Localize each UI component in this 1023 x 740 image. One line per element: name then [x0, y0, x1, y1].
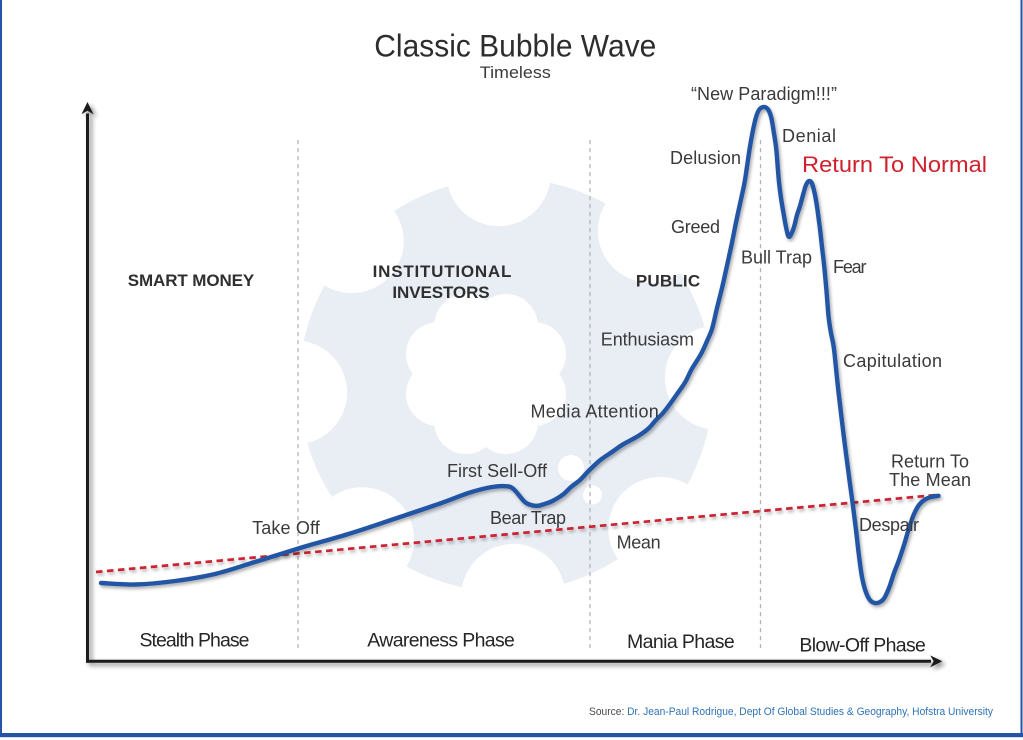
svg-text:First Sell-Off: First Sell-Off — [447, 461, 548, 481]
svg-text:Mean: Mean — [617, 533, 661, 553]
svg-text:Timeless: Timeless — [480, 63, 551, 82]
svg-text:Classic Bubble Wave: Classic Bubble Wave — [374, 28, 656, 64]
svg-text:SMART MONEY: SMART MONEY — [128, 271, 255, 290]
svg-text:Stealth Phase: Stealth Phase — [140, 630, 250, 652]
svg-text:INSTITUTIONAL: INSTITUTIONAL — [373, 262, 512, 281]
svg-text:Blow-Off Phase: Blow-Off Phase — [799, 635, 926, 657]
svg-text:“New Paradigm!!!”: “New Paradigm!!!” — [691, 84, 837, 104]
svg-text:Return To: Return To — [891, 452, 969, 472]
svg-text:Mania Phase: Mania Phase — [627, 631, 735, 653]
svg-text:Media Attention: Media Attention — [531, 402, 659, 422]
svg-text:Enthusiasm: Enthusiasm — [601, 330, 694, 350]
svg-text:Awareness Phase: Awareness Phase — [367, 630, 515, 652]
svg-text:Despair: Despair — [859, 515, 919, 535]
svg-text:Return To Normal: Return To Normal — [802, 152, 987, 177]
svg-text:PUBLIC: PUBLIC — [636, 272, 700, 291]
svg-text:Bull Trap: Bull Trap — [741, 248, 812, 268]
svg-text:Denial: Denial — [782, 126, 836, 146]
svg-text:Delusion: Delusion — [670, 148, 741, 168]
svg-text:Take Off: Take Off — [252, 518, 321, 538]
svg-text:Greed: Greed — [671, 217, 720, 237]
svg-text:Fear: Fear — [833, 257, 867, 277]
svg-text:The Mean: The Mean — [889, 470, 971, 490]
svg-text:INVESTORS: INVESTORS — [392, 283, 489, 302]
svg-text:Source: Dr. Jean-Paul Rodrigue: Source: Dr. Jean-Paul Rodrigue, Dept Of … — [589, 706, 994, 718]
svg-text:Bear Trap: Bear Trap — [490, 508, 566, 528]
svg-text:Capitulation: Capitulation — [843, 351, 942, 371]
